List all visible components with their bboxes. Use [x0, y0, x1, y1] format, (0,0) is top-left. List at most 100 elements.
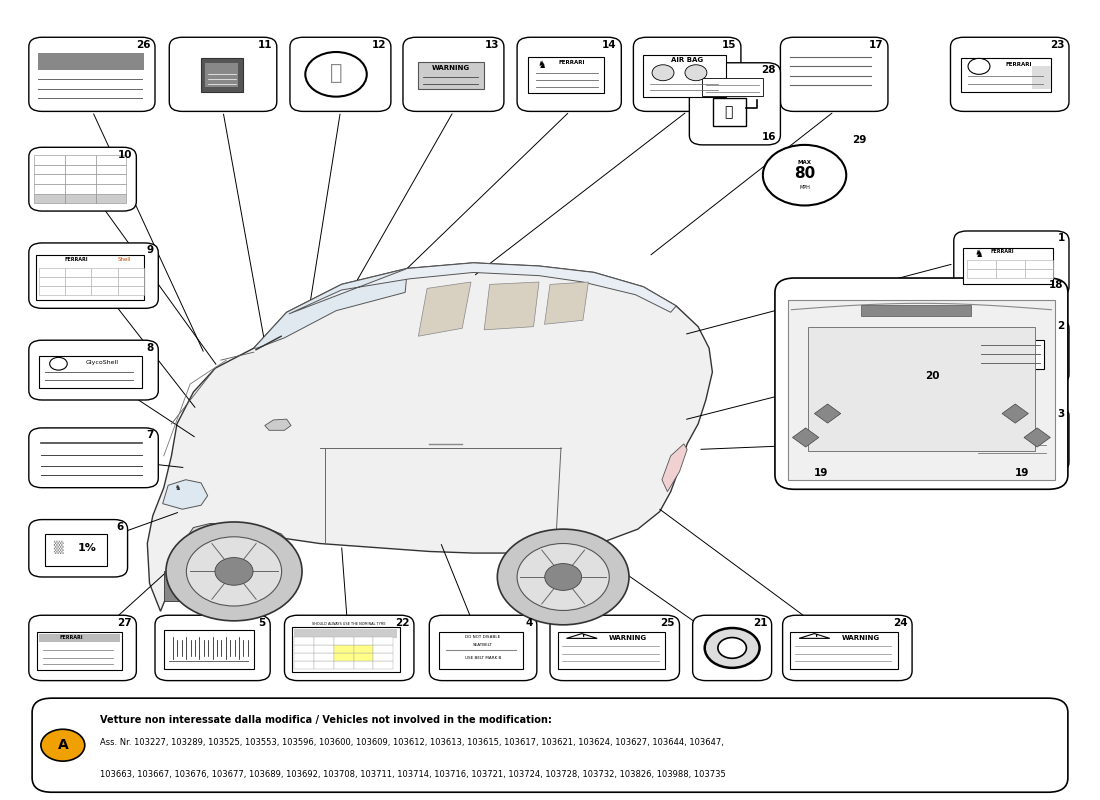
Text: ♞: ♞: [538, 60, 546, 70]
FancyBboxPatch shape: [403, 38, 504, 111]
Polygon shape: [814, 404, 840, 423]
Bar: [39, 634, 120, 642]
Bar: [996, 270, 1024, 278]
Bar: [96, 174, 126, 184]
Text: !: !: [815, 634, 818, 640]
Bar: [65, 155, 96, 165]
Text: 9: 9: [146, 246, 154, 255]
Text: dal 1985: dal 1985: [384, 393, 672, 534]
Bar: [788, 300, 1055, 480]
Circle shape: [763, 145, 846, 206]
Polygon shape: [289, 263, 676, 314]
Bar: [333, 653, 353, 661]
Text: SHOULD ALWAYS USE THE NOMINAL TYRE: SHOULD ALWAYS USE THE NOMINAL TYRE: [312, 622, 386, 626]
Bar: [373, 645, 393, 653]
Text: 7: 7: [146, 430, 154, 440]
Circle shape: [306, 52, 366, 97]
Text: 5: 5: [258, 618, 266, 628]
Circle shape: [705, 628, 760, 668]
Bar: [970, 337, 1048, 372]
FancyBboxPatch shape: [950, 38, 1069, 111]
Text: 1: 1: [1057, 234, 1065, 243]
Bar: [91, 269, 118, 278]
FancyBboxPatch shape: [32, 698, 1068, 792]
Bar: [961, 58, 1052, 92]
FancyBboxPatch shape: [954, 318, 1069, 384]
Text: WARNING: WARNING: [608, 634, 647, 641]
Text: 29: 29: [851, 135, 866, 145]
Bar: [118, 286, 144, 294]
Text: 17: 17: [869, 40, 883, 50]
Circle shape: [166, 522, 302, 621]
Text: A: A: [57, 738, 68, 752]
FancyBboxPatch shape: [29, 615, 136, 681]
Text: 20: 20: [925, 370, 939, 381]
Bar: [439, 632, 522, 669]
Text: FERRARI: FERRARI: [989, 424, 1016, 429]
Text: FERRARI: FERRARI: [558, 60, 584, 65]
Bar: [333, 661, 353, 669]
Bar: [34, 155, 65, 165]
Bar: [96, 155, 126, 165]
Text: 1%: 1%: [77, 543, 97, 554]
Text: AIR BAG: AIR BAG: [671, 57, 703, 63]
Bar: [353, 653, 373, 661]
Bar: [713, 98, 746, 126]
Bar: [315, 637, 333, 645]
Bar: [34, 184, 65, 194]
Text: FERRARI: FERRARI: [1005, 62, 1032, 67]
FancyBboxPatch shape: [285, 615, 414, 681]
Bar: [96, 165, 126, 174]
Circle shape: [652, 65, 674, 81]
FancyBboxPatch shape: [169, 38, 277, 111]
Text: 19: 19: [814, 468, 828, 478]
Bar: [65, 194, 96, 203]
Circle shape: [544, 563, 582, 590]
Bar: [315, 653, 333, 661]
Text: FERRARI: FERRARI: [64, 257, 88, 262]
Text: 12: 12: [372, 40, 386, 50]
Bar: [39, 286, 65, 294]
Polygon shape: [792, 428, 818, 447]
Bar: [295, 653, 315, 661]
Bar: [295, 637, 315, 645]
FancyBboxPatch shape: [290, 38, 390, 111]
Bar: [164, 630, 254, 669]
FancyBboxPatch shape: [780, 38, 888, 111]
Circle shape: [685, 65, 707, 81]
Polygon shape: [163, 480, 208, 510]
Bar: [295, 629, 397, 638]
Text: WARNING: WARNING: [842, 634, 880, 641]
FancyBboxPatch shape: [29, 519, 128, 577]
Bar: [966, 422, 1053, 460]
Bar: [333, 645, 353, 653]
Text: 23: 23: [1050, 40, 1065, 50]
Bar: [295, 661, 315, 669]
Bar: [373, 661, 393, 669]
Bar: [65, 174, 96, 184]
Text: 11: 11: [257, 40, 273, 50]
Circle shape: [50, 358, 67, 370]
Text: ♞: ♞: [975, 249, 982, 259]
Bar: [293, 627, 399, 672]
Text: 2: 2: [1057, 321, 1065, 331]
Text: 3: 3: [1057, 409, 1065, 418]
Bar: [1024, 270, 1053, 278]
Text: 25: 25: [661, 618, 675, 628]
Polygon shape: [508, 539, 618, 599]
Bar: [118, 269, 144, 278]
Text: 22: 22: [395, 618, 409, 628]
Text: 13: 13: [485, 40, 499, 50]
Bar: [96, 194, 126, 203]
Bar: [807, 327, 1035, 451]
Polygon shape: [1024, 428, 1050, 447]
FancyBboxPatch shape: [429, 615, 537, 681]
Bar: [373, 637, 393, 645]
Text: FERRARI: FERRARI: [59, 635, 84, 640]
FancyBboxPatch shape: [29, 147, 136, 211]
Bar: [39, 356, 142, 388]
Text: !: !: [582, 634, 585, 640]
Bar: [968, 270, 996, 278]
Bar: [644, 55, 726, 97]
Text: 14: 14: [603, 40, 617, 50]
